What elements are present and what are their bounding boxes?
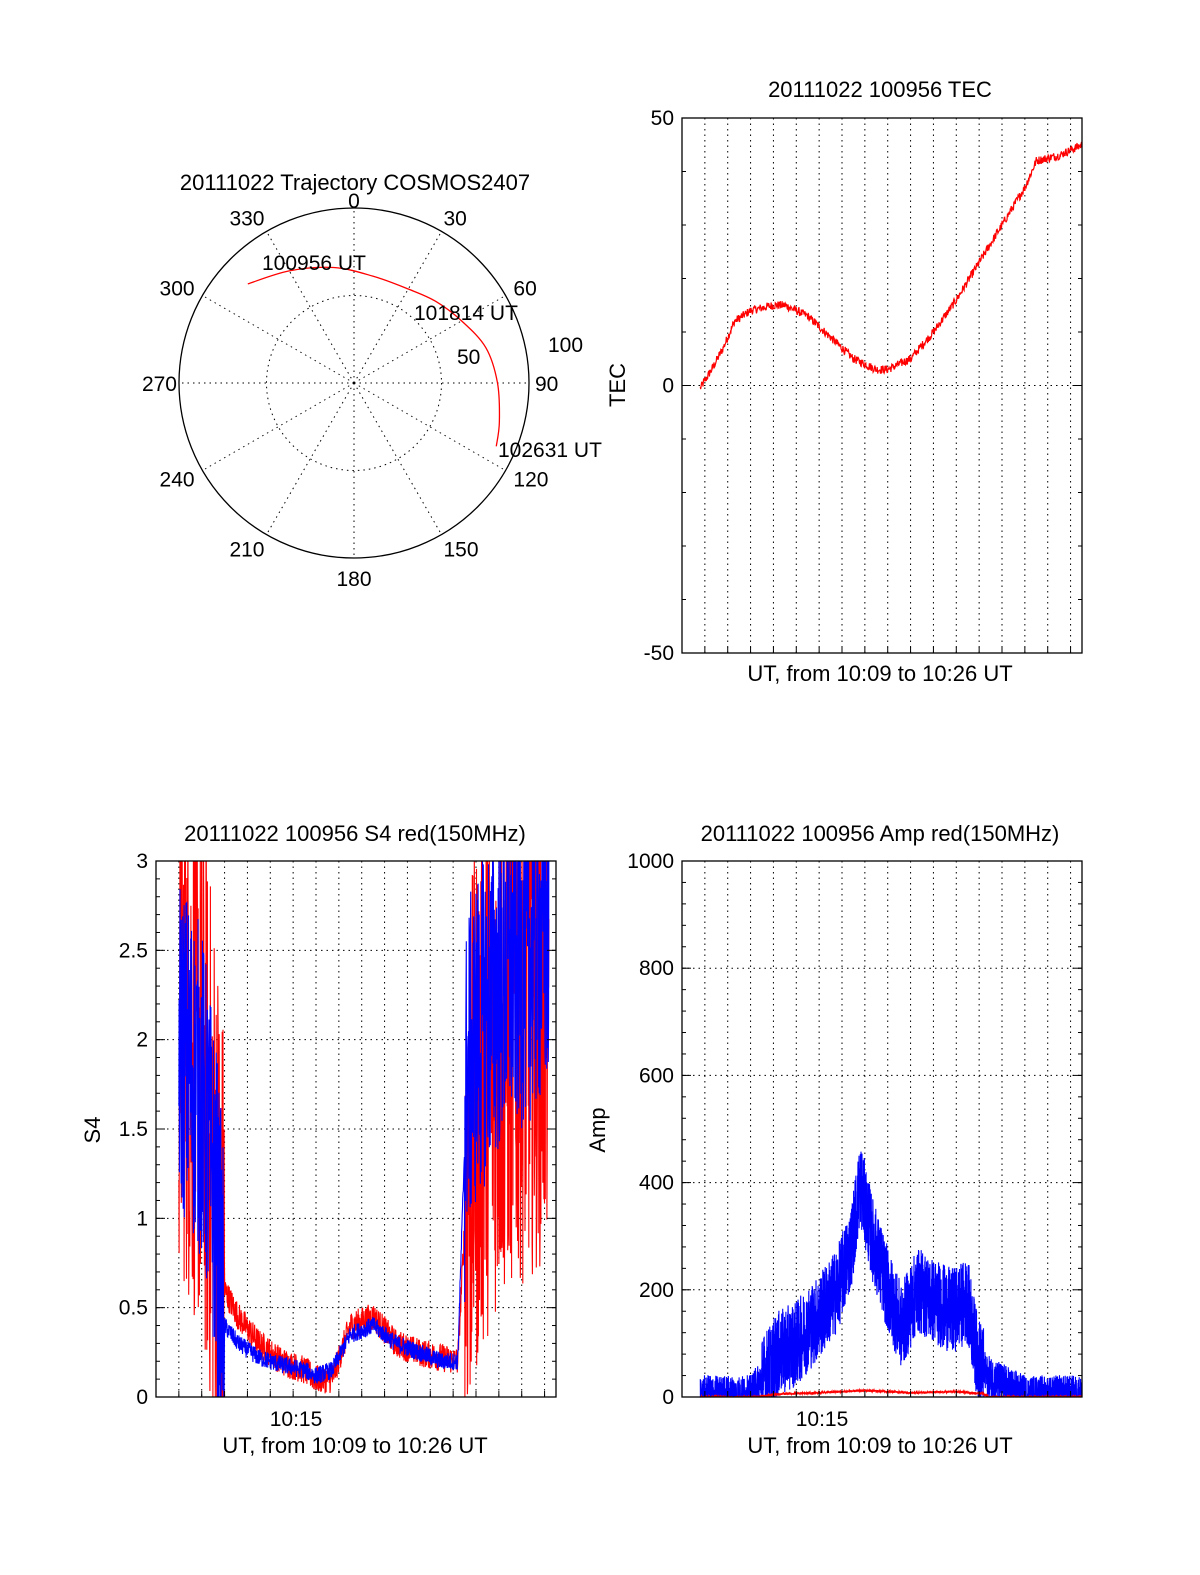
amp-y-axis-label: Amp	[585, 1107, 610, 1152]
s4-series	[178, 861, 550, 1397]
y-tick-label: 1000	[627, 850, 674, 873]
track-start-label: 100956 UT	[262, 252, 366, 275]
amp-y-ticks: 0 200 400 600 800 1000	[627, 850, 1082, 1409]
y-tick-label: 200	[639, 1279, 674, 1302]
polar-azimuth-label: 270	[142, 373, 177, 396]
series-line-2	[700, 1387, 1082, 1397]
series-line-1	[699, 1151, 1082, 1397]
s4-x-tick-label: 10:15	[270, 1408, 323, 1431]
tec-grid	[682, 118, 1082, 653]
y-tick-label: 0	[662, 1386, 674, 1409]
amp-panel: 20111022 100956 Amp red(150MHz) 0 200 400 6…	[585, 821, 1083, 1458]
polar-spoke	[353, 382, 442, 535]
amp-x-tick-label: 10:15	[796, 1408, 849, 1431]
polar-azimuth-label: 30	[444, 208, 467, 231]
track-end-label: 102631 UT	[498, 439, 602, 462]
polar-azimuth-label: 240	[160, 469, 195, 492]
polar-azimuth-label: 330	[229, 208, 264, 231]
polar-outer-circle	[178, 207, 530, 559]
polar-spoke	[353, 382, 506, 471]
polar-azimuth-label: 60	[513, 278, 536, 301]
polar-azimuth-label: 180	[336, 568, 371, 591]
y-tick-label: 600	[639, 1064, 674, 1087]
polar-radius-label-100: 100	[548, 334, 583, 357]
y-tick-label: 800	[639, 957, 674, 980]
polar-azimuth-label: 210	[229, 538, 264, 561]
polar-azimuth-labels: 0 30 60 90 120 150 180 210 240 270 300 330	[142, 190, 558, 591]
amp-series	[699, 1151, 1082, 1397]
amp-plot-frame	[681, 860, 1083, 1398]
tec-x-axis-label: UT, from 10:09 to 10:26 UT	[747, 661, 1012, 686]
amp-grid	[682, 861, 1082, 1397]
y-tick-label: 400	[639, 1172, 674, 1195]
series-line-1	[699, 141, 1082, 390]
trajectory-track	[247, 266, 501, 447]
polar-spoke	[266, 382, 355, 535]
y-tick-label: 2.5	[119, 939, 148, 962]
y-tick-label: -50	[644, 642, 674, 665]
amp-title: 20111022 100956 Amp red(150MHz)	[701, 821, 1060, 846]
s4-title: 20111022 100956 S4 red(150MHz)	[184, 821, 526, 846]
tec-title: 20111022 100956 TEC	[768, 77, 992, 102]
y-tick-label: 1	[136, 1207, 148, 1230]
tec-series	[699, 141, 1082, 390]
polar-azimuth-label: 90	[535, 373, 558, 396]
y-tick-label: 50	[651, 107, 674, 130]
polar-azimuth-label: 120	[513, 469, 548, 492]
y-tick-label: 2	[136, 1029, 148, 1052]
s4-y-ticks: 0 0.5 1 1.5 2 2.5 3	[119, 850, 556, 1409]
s4-y-axis-label: S4	[80, 1117, 105, 1144]
s4-x-axis-label: UT, from 10:09 to 10:26 UT	[222, 1433, 487, 1458]
track-middle-label: 101814 UT	[414, 302, 518, 325]
y-tick-label: 3	[136, 850, 148, 873]
polar-grid-circle-50	[266, 295, 442, 471]
polar-azimuth-label: 0	[348, 190, 360, 213]
y-tick-label: 0	[662, 375, 674, 398]
y-tick-label: 0	[136, 1386, 148, 1409]
amp-x-axis-label: UT, from 10:09 to 10:26 UT	[747, 1433, 1012, 1458]
y-tick-label: 0.5	[119, 1297, 148, 1320]
polar-title: 20111022 Trajectory COSMOS2407	[180, 170, 530, 195]
polar-azimuth-label: 300	[160, 278, 195, 301]
series-line-1	[178, 861, 550, 1397]
polar-azimuth-label: 150	[444, 538, 479, 561]
s4-panel: 20111022 100956 S4 red(150MHz) 0 0.5 1 1.5 2…	[80, 821, 557, 1458]
tec-y-axis-label: TEC	[605, 363, 630, 407]
tec-panel: 20111022 100956 TEC -50 0 50 TEC UT, from …	[605, 77, 1083, 686]
tec-plot-frame	[681, 117, 1083, 654]
polar-spoke	[202, 382, 355, 471]
tec-y-ticks: -50 0 50	[644, 107, 1082, 665]
polar-panel: 20111022 Trajectory COSMOS2407 0 30 60 90 12…	[142, 170, 602, 591]
series-line-2	[178, 861, 550, 1397]
polar-grid	[179, 208, 529, 558]
y-tick-label: 1.5	[119, 1118, 148, 1141]
polar-radius-label-50: 50	[457, 346, 480, 369]
